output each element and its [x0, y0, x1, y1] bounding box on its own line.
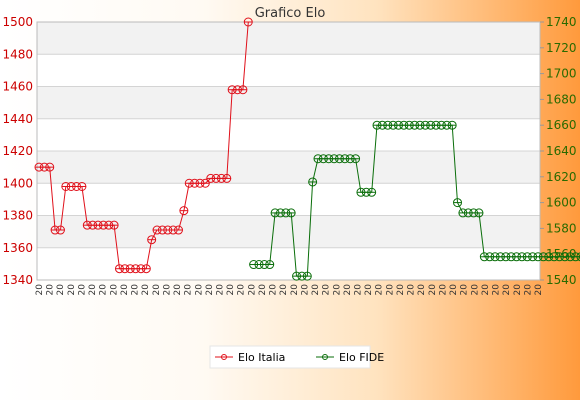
x-tick-label: 20	[152, 284, 162, 296]
y-left-tick-label: 1480	[2, 47, 33, 61]
x-tick-label: 20	[88, 284, 98, 296]
x-tick-label: 20	[194, 284, 204, 296]
x-tick-label: 20	[120, 284, 130, 296]
y-right-tick-label: 1680	[546, 92, 577, 106]
y-left-tick-label: 1420	[2, 144, 33, 158]
y-right-tick-label: 1620	[546, 170, 577, 184]
y-right-tick-label: 1640	[546, 144, 577, 158]
x-tick-label: 20	[46, 284, 56, 296]
x-tick-label: 20	[237, 284, 247, 296]
x-axis: 20 20 20 20 20 20 20 20 20 20 20 20 20 20 20 20 20 20 20 20…	[35, 284, 544, 296]
x-tick-label: 20	[300, 284, 310, 296]
x-tick-label: 20	[343, 284, 353, 296]
chart-title: Grafico Elo	[255, 6, 326, 21]
x-tick-label: 20	[428, 284, 438, 296]
y-right-tick-label: 1540	[546, 273, 577, 287]
x-tick-label: 20	[215, 284, 225, 296]
x-tick-label: 20	[77, 284, 87, 296]
y-axis-left: 1340 1360 1380 1400 1420 1440 1460 1480 1500	[2, 15, 33, 287]
x-tick-label: 20	[449, 284, 459, 296]
x-tick-label: 20	[67, 284, 77, 296]
legend-item-2: Elo FIDE	[316, 351, 384, 364]
x-tick-label: 20	[460, 284, 470, 296]
x-tick-label: 20	[470, 284, 480, 296]
y-left-tick-label: 1500	[2, 15, 33, 29]
x-tick-label: 20	[184, 284, 194, 296]
x-tick-label: 20	[523, 284, 533, 296]
y-left-tick-label: 1440	[2, 112, 33, 126]
x-tick-label: 20	[364, 284, 374, 296]
series-1	[34, 17, 253, 274]
legend-label: Elo Italia	[238, 351, 285, 364]
y-right-tick-label: 1740	[546, 15, 577, 29]
legend-label: Elo FIDE	[339, 351, 384, 364]
x-tick-label: 20	[385, 284, 395, 296]
series-layer	[34, 17, 580, 281]
x-tick-label: 20	[131, 284, 141, 296]
x-tick-label: 20	[502, 284, 512, 296]
x-tick-label: 20	[481, 284, 491, 296]
x-tick-label: 20	[279, 284, 289, 296]
x-tick-label: 20	[109, 284, 119, 296]
x-tick-label: 20	[438, 284, 448, 296]
x-tick-label: 20	[269, 284, 279, 296]
x-tick-label: 20	[407, 284, 417, 296]
x-tick-label: 20	[141, 284, 151, 296]
y-axis-right: 1540156015801600162016401660168017001720…	[540, 15, 577, 287]
y-right-tick-label: 1600	[546, 196, 577, 210]
x-tick-label: 20	[534, 284, 544, 296]
x-tick-label: 20	[99, 284, 109, 296]
x-tick-label: 20	[247, 284, 257, 296]
legend: Elo Italia Elo FIDE	[209, 345, 384, 369]
y-right-tick-label: 1660	[546, 118, 577, 132]
y-left-tick-label: 1460	[2, 80, 33, 94]
x-tick-label: 20	[354, 284, 364, 296]
x-tick-label: 20	[173, 284, 183, 296]
legend-item-1: Elo Italia	[215, 351, 285, 364]
x-tick-label: 20	[332, 284, 342, 296]
x-tick-label: 20	[513, 284, 523, 296]
x-tick-label: 20	[492, 284, 502, 296]
x-tick-label: 20	[375, 284, 385, 296]
y-right-tick-label: 1580	[546, 221, 577, 235]
x-tick-label: 20	[162, 284, 172, 296]
x-tick-label: 20	[35, 284, 45, 296]
x-tick-label: 20	[322, 284, 332, 296]
x-tick-label: 20	[311, 284, 321, 296]
x-tick-label: 20	[205, 284, 215, 296]
x-tick-label: 20	[258, 284, 268, 296]
y-left-tick-label: 1380	[2, 209, 33, 223]
y-left-tick-label: 1340	[2, 273, 33, 287]
x-tick-label: 20	[226, 284, 236, 296]
y-right-tick-label: 1700	[546, 67, 577, 81]
x-tick-label: 20	[290, 284, 300, 296]
y-right-tick-label: 1720	[546, 41, 577, 55]
x-tick-label: 20	[396, 284, 406, 296]
series-2	[249, 120, 580, 281]
y-left-tick-label: 1400	[2, 176, 33, 190]
x-tick-label: 20	[417, 284, 427, 296]
x-tick-label: 20	[56, 284, 66, 296]
y-left-tick-label: 1360	[2, 241, 33, 255]
